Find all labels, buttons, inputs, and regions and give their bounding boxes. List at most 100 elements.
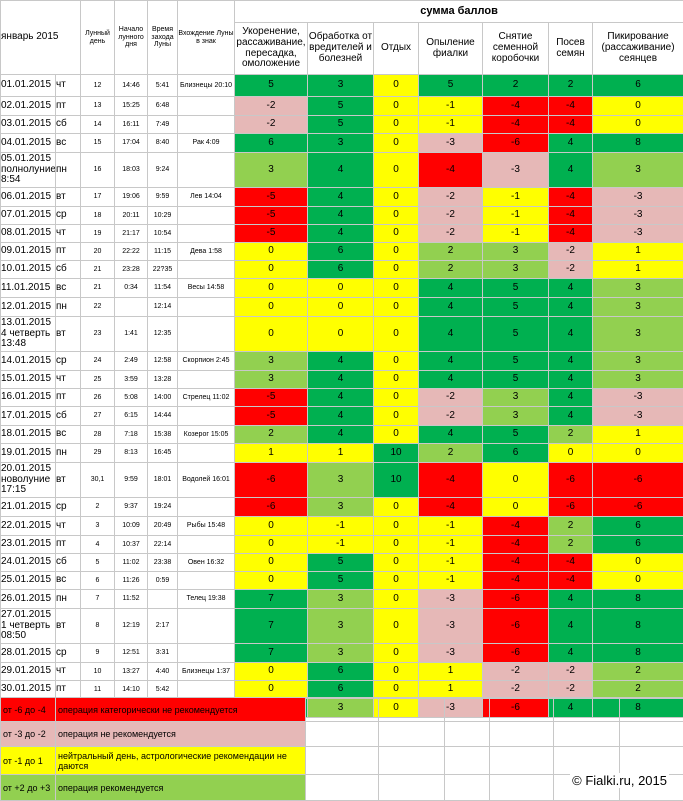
score-cell: 0 [374,572,419,590]
date-cell: 19.01.2015 [1,444,56,463]
score-cell: 1 [593,426,683,444]
score-cell: -6 [483,590,549,609]
moonset-cell: 7:49 [148,116,178,134]
lunar-day-start-cell: 2:49 [115,352,148,371]
score-cell: -6 [483,609,549,644]
score-cell: 5 [483,371,549,389]
date-cell: 12.01.2015 [1,298,56,317]
weekday-cell: сб [56,554,81,572]
score-cell: 3 [593,317,683,352]
score-cell: 2 [483,75,549,97]
score-cell: 4 [549,153,593,188]
score-cell: -1 [419,536,483,554]
date-cell: 04.01.2015 [1,134,56,153]
score-cell: 2 [549,426,593,444]
zodiac-entry-cell [178,298,235,317]
lunar-day-start-cell: 11:26 [115,572,148,590]
score-cell: 3 [235,352,308,371]
score-cell: 0 [374,389,419,407]
score-cell: 0 [374,681,419,699]
legend-description: операция не рекомендуется [56,722,306,747]
header-op-pricking: Пикирование (рассаживание) сеянцев [593,23,683,75]
score-cell: 4 [419,426,483,444]
score-cell: -4 [549,572,593,590]
lunar-day-cell: 10 [81,663,115,681]
lunar-day-start-cell: 18:03 [115,153,148,188]
score-cell: -2 [483,681,549,699]
score-cell: 3 [308,463,374,498]
lunar-day-cell: 30,1 [81,463,115,498]
date-cell: 01.01.2015 [1,75,56,97]
lunar-calendar-table: январь 2015 Лунный день Начало лунного д… [0,0,683,718]
empty-cell [379,747,445,775]
date-cell: 02.01.2015 [1,97,56,116]
score-cell: -4 [483,97,549,116]
score-cell: 0 [374,517,419,536]
lunar-day-start-cell: 23:28 [115,261,148,279]
score-cell: -2 [419,407,483,426]
score-cell: 8 [593,134,683,153]
date-cell: 22.01.2015 [1,517,56,536]
empty-cell [306,747,379,775]
score-cell: -5 [235,225,308,243]
weekday-cell: вс [56,572,81,590]
score-cell: 6 [308,663,374,681]
score-cell: 10 [374,463,419,498]
weekday-cell: пн [56,590,81,609]
score-cell: 0 [374,225,419,243]
score-cell: -4 [483,116,549,134]
score-cell: 3 [593,352,683,371]
score-cell: 4 [419,371,483,389]
score-cell: 5 [483,426,549,444]
header-lunar-day-start: Начало лунного дня [115,1,148,75]
lunar-day-cell: 11 [81,681,115,699]
score-cell: 4 [308,371,374,389]
weekday-cell: вт [56,463,81,498]
score-cell: 4 [549,407,593,426]
score-cell: -6 [235,498,308,517]
lunar-day-start-cell: 9:59 [115,463,148,498]
date-cell: 06.01.2015 [1,188,56,207]
score-cell: 0 [483,498,549,517]
date-cell: 25.01.2015 [1,572,56,590]
lunar-day-cell: 2 [81,498,115,517]
zodiac-entry-cell: Лев 14:04 [178,188,235,207]
date-cell: 23.01.2015 [1,536,56,554]
moonset-cell [148,590,178,609]
moonset-cell: 11:15 [148,243,178,261]
score-cell: 10 [374,444,419,463]
lunar-day-start-cell: 21:17 [115,225,148,243]
empty-cell [306,698,379,722]
lunar-day-start-cell: 10:09 [115,517,148,536]
zodiac-entry-cell: Телец 19:38 [178,590,235,609]
moonset-cell: 16:45 [148,444,178,463]
score-cell: 4 [549,134,593,153]
lunar-day-cell: 12 [81,75,115,97]
zodiac-entry-cell [178,97,235,116]
lunar-day-start-cell: 15:25 [115,97,148,116]
date-cell: 28.01.2015 [1,644,56,663]
empty-cell [306,722,379,747]
lunar-day-start-cell: 0:34 [115,279,148,298]
lunar-day-start-cell: 12:51 [115,644,148,663]
zodiac-entry-cell: Рак 4:09 [178,134,235,153]
lunar-day-start-cell [115,298,148,317]
lunar-day-cell: 16 [81,153,115,188]
date-cell: 16.01.2015 [1,389,56,407]
score-cell: 6 [593,536,683,554]
score-cell: 3 [593,298,683,317]
lunar-day-cell: 23 [81,317,115,352]
score-cell: -5 [235,407,308,426]
score-cell: 0 [374,590,419,609]
lunar-day-cell: 27 [81,407,115,426]
legend-range: от +2 до +3 [1,775,56,801]
moonset-cell: 18:01 [148,463,178,498]
score-cell: 5 [483,279,549,298]
moonset-cell: 8:40 [148,134,178,153]
score-cell: -2 [549,663,593,681]
